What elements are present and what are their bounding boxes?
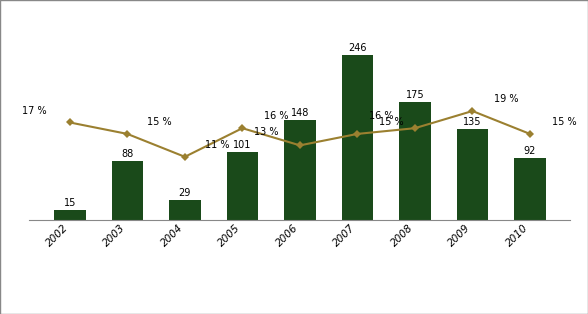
Text: 17 %: 17 % [22,106,47,116]
Text: 15: 15 [64,198,76,208]
Text: 246: 246 [348,43,367,53]
Bar [514,158,546,220]
Text: 135: 135 [463,117,482,127]
Text: 92: 92 [524,146,536,156]
Text: 101: 101 [233,140,252,150]
Text: 15 %: 15 % [148,117,172,127]
Text: 148: 148 [290,108,309,118]
Bar [54,210,86,220]
Bar [226,152,258,220]
Text: 88: 88 [121,149,133,159]
Text: 19 %: 19 % [495,94,519,104]
Text: 11 %: 11 % [205,140,229,150]
Text: 175: 175 [406,90,424,100]
Bar [284,121,316,220]
Text: 16 %: 16 % [264,111,289,121]
Bar [169,200,201,220]
Bar [457,129,488,220]
Text: 15 %: 15 % [552,117,576,127]
Bar [342,55,373,220]
Bar [112,161,143,220]
Text: 15 %: 15 % [379,117,404,127]
Bar [399,102,431,220]
Text: 16 %: 16 % [369,111,393,121]
Text: 29: 29 [179,188,191,198]
Text: 13 %: 13 % [253,127,278,137]
